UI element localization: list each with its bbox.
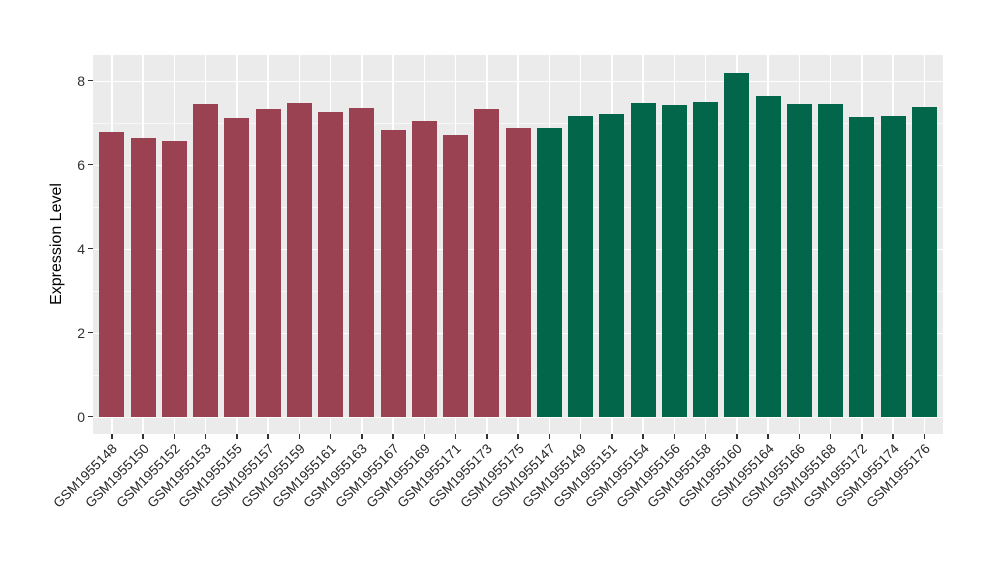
bar-GSM1955169: [411, 120, 437, 417]
y-tick-label-0: 0: [77, 408, 85, 425]
y-tick-label-2: 2: [77, 324, 85, 341]
bar-GSM1955163: [349, 107, 375, 417]
x-tick-mark: [298, 434, 300, 439]
bar-GSM1955156: [661, 105, 687, 417]
x-tick-mark: [173, 434, 175, 439]
x-tick-mark: [142, 434, 144, 439]
bar-GSM1955157: [255, 109, 281, 417]
bar-GSM1955174: [880, 116, 906, 417]
x-tick-mark: [642, 434, 644, 439]
bar-GSM1955158: [693, 101, 718, 417]
x-tick-mark: [329, 434, 332, 439]
x-tick-mark: [798, 434, 800, 439]
x-tick-mark: [454, 434, 457, 439]
bar-GSM1955147: [536, 127, 562, 417]
bar-GSM1955161: [318, 112, 343, 417]
bar-GSM1955151: [599, 114, 625, 417]
y-tick-mark: [88, 415, 93, 418]
plot-panel: [93, 55, 943, 434]
x-tick-mark: [204, 434, 207, 439]
x-tick-mark: [548, 434, 550, 439]
bar-GSM1955152: [161, 140, 187, 417]
x-tick-mark: [767, 434, 769, 439]
y-tick-mark: [88, 247, 93, 250]
bar-GSM1955160: [724, 73, 750, 417]
x-tick-mark: [861, 434, 863, 439]
bar-GSM1955153: [193, 103, 218, 417]
y-tick-mark: [88, 163, 93, 166]
bar-GSM1955155: [224, 117, 250, 417]
x-tick-mark: [517, 434, 519, 439]
bar-GSM1955166: [786, 104, 812, 417]
x-tick-mark: [736, 434, 738, 439]
y-tick-label-6: 6: [77, 156, 85, 173]
y-tick-label-4: 4: [77, 240, 85, 257]
bar-GSM1955176: [911, 106, 937, 417]
y-tick-mark: [88, 331, 93, 334]
bar-GSM1955171: [443, 135, 468, 417]
x-tick-mark: [267, 434, 269, 439]
bar-GSM1955167: [380, 130, 406, 417]
x-tick-mark: [423, 434, 425, 439]
bar-GSM1955168: [818, 104, 843, 417]
x-tick-mark: [111, 434, 113, 439]
bar-GSM1955164: [755, 96, 781, 417]
x-tick-mark: [579, 434, 582, 439]
y-tick-label-8: 8: [77, 72, 85, 89]
x-tick-mark: [486, 434, 488, 439]
x-tick-mark: [673, 434, 675, 439]
bar-GSM1955172: [849, 116, 875, 417]
bar-GSM1955149: [568, 116, 593, 417]
bar-GSM1955175: [505, 127, 531, 417]
x-tick-mark: [892, 434, 894, 439]
bar-GSM1955148: [99, 131, 125, 417]
x-tick-mark: [361, 434, 363, 439]
bar-GSM1955150: [130, 138, 156, 417]
x-tick-mark: [611, 434, 613, 439]
bar-GSM1955173: [474, 109, 500, 417]
bar-GSM1955154: [630, 102, 656, 417]
y-tick-mark: [88, 79, 93, 82]
x-tick-mark: [829, 434, 832, 439]
x-tick-mark: [236, 434, 238, 439]
x-tick-mark: [392, 434, 394, 439]
bar-GSM1955159: [286, 102, 312, 417]
x-tick-mark: [923, 434, 925, 439]
x-tick-mark: [704, 434, 707, 439]
